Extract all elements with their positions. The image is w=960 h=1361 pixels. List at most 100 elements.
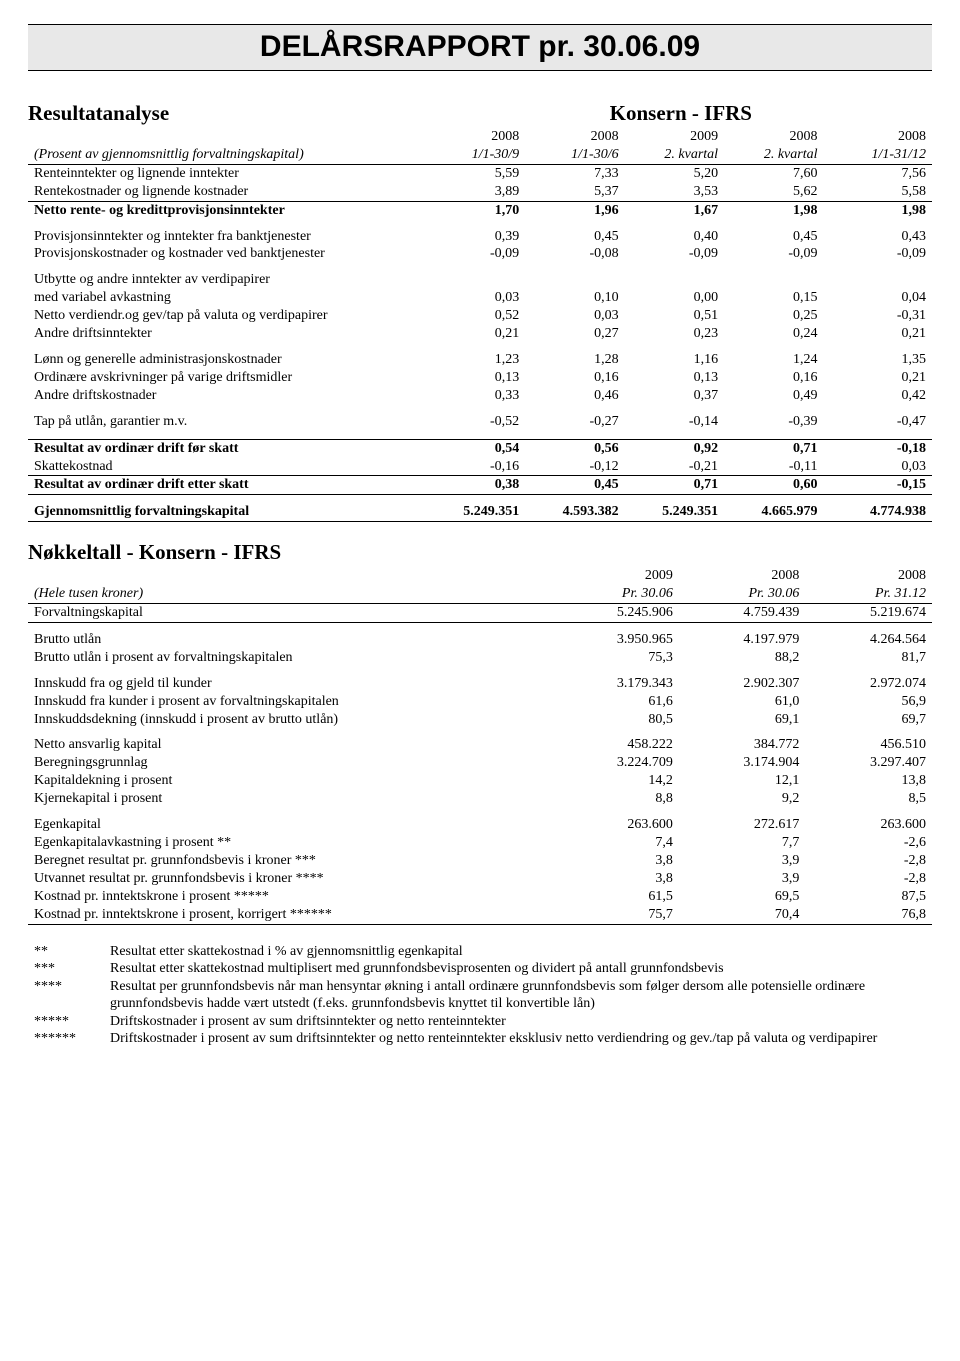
cell-value: 70,4 — [679, 906, 806, 924]
cell-value: 0,10 — [525, 289, 624, 307]
footnote-mark: ** — [28, 943, 104, 961]
row-label: Brutto utlån — [28, 631, 552, 649]
cell-value: -0,08 — [525, 245, 624, 263]
cell-value: 0,21 — [824, 369, 933, 387]
footnotes-block: **Resultat etter skattekostnad i % av gj… — [28, 943, 932, 1048]
cell-value: 0,45 — [525, 228, 624, 246]
cell-value: 0,15 — [724, 289, 823, 307]
footnote-mark: ****** — [28, 1030, 104, 1048]
section2-title: Nøkkeltall - Konsern - IFRS — [28, 540, 932, 565]
cell-value: -0,31 — [824, 307, 933, 325]
cell-value: 2.902.307 — [679, 675, 806, 693]
cell-value: -2,8 — [805, 852, 932, 870]
cell-value: 0,46 — [525, 387, 624, 405]
cell-value: 4.774.938 — [824, 503, 933, 521]
footnote-text: Resultat etter skattekostnad i % av gjen… — [104, 943, 932, 961]
row-label: Provisjonskostnader og kostnader ved ban… — [28, 245, 426, 263]
cell-value: 0,52 — [426, 307, 525, 325]
footnote-mark: ***** — [28, 1013, 104, 1031]
cell-value: 2.972.074 — [805, 675, 932, 693]
section1-left-title: Resultatanalyse — [28, 101, 169, 126]
cell-value: 0,45 — [525, 476, 624, 495]
cell-value: 384.772 — [679, 736, 806, 754]
cell-value: 3,89 — [426, 183, 525, 201]
footnote-text: Driftskostnader i prosent av sum driftsi… — [104, 1013, 932, 1031]
cell-value: 0,21 — [824, 325, 933, 343]
row-label: Ordinære avskrivninger på varige driftsm… — [28, 369, 426, 387]
cell-value: 4.759.439 — [679, 604, 806, 623]
footnote-text: Resultat etter skattekostnad multipliser… — [104, 960, 932, 978]
row-label: Innskudd fra kunder i prosent av forvalt… — [28, 693, 552, 711]
cell-value: 5,58 — [824, 183, 933, 201]
row-label: Provisjonsinntekter og inntekter fra ban… — [28, 228, 426, 246]
row-label: Kapitaldekning i prosent — [28, 772, 552, 790]
cell-value: 0,54 — [426, 439, 525, 457]
cell-value: 0,25 — [724, 307, 823, 325]
cell-value: 0,24 — [724, 325, 823, 343]
cell-value: -0,14 — [625, 413, 724, 431]
row-label: Beregningsgrunnlag — [28, 754, 552, 772]
cell-value: 3.297.407 — [805, 754, 932, 772]
cell-value: 0,56 — [525, 439, 624, 457]
cell-value: -2,8 — [805, 870, 932, 888]
cell-value: 0,43 — [824, 228, 933, 246]
col-header-top: 2009 — [552, 567, 679, 585]
cell-value: 81,7 — [805, 649, 932, 667]
cell-value: 3.179.343 — [552, 675, 679, 693]
row-label: Skattekostnad — [28, 458, 426, 476]
row-label: Netto verdiendr.og gev/tap på valuta og … — [28, 307, 426, 325]
cell-value: 0,71 — [625, 476, 724, 495]
cell-value: 0,00 — [625, 289, 724, 307]
cell-value: 7,33 — [525, 164, 624, 182]
cell-value: 0,45 — [724, 228, 823, 246]
col-header-label — [28, 567, 552, 585]
col-header-bottom: 1/1-31/12 — [824, 146, 933, 164]
cell-value: 4.593.382 — [525, 503, 624, 521]
cell-value: 0,03 — [525, 307, 624, 325]
row-label: Kostnad pr. inntektskrone i prosent ****… — [28, 888, 552, 906]
row-label: Tap på utlån, garantier m.v. — [28, 413, 426, 431]
cell-value: 3,9 — [679, 852, 806, 870]
cell-value: -0,18 — [824, 439, 933, 457]
col-header-top: 2009 — [625, 128, 724, 146]
cell-value: 88,2 — [679, 649, 806, 667]
cell-value: 8,5 — [805, 790, 932, 808]
cell-value: 87,5 — [805, 888, 932, 906]
cell-value: 0,42 — [824, 387, 933, 405]
cell-value: 76,8 — [805, 906, 932, 924]
cell-value: 5.249.351 — [625, 503, 724, 521]
row-label: Brutto utlån i prosent av forvaltningska… — [28, 649, 552, 667]
cell-value: 0,13 — [625, 369, 724, 387]
cell-value: -0,27 — [525, 413, 624, 431]
cell-value: 7,7 — [679, 834, 806, 852]
col-header-top: 2008 — [724, 128, 823, 146]
cell-value — [724, 271, 823, 289]
cell-value: 56,9 — [805, 693, 932, 711]
cell-value: 1,16 — [625, 351, 724, 369]
col-header-label — [28, 128, 426, 146]
cell-value: 69,7 — [805, 711, 932, 729]
cell-value: 3,8 — [552, 870, 679, 888]
col-header-bottom: Pr. 30.06 — [679, 585, 806, 603]
cell-value: 1,28 — [525, 351, 624, 369]
cell-value: 0,13 — [426, 369, 525, 387]
cell-value: -0,39 — [724, 413, 823, 431]
cell-value: 5,37 — [525, 183, 624, 201]
cell-value: -0,11 — [724, 458, 823, 476]
footnote-mark: *** — [28, 960, 104, 978]
cell-value: 3.950.965 — [552, 631, 679, 649]
footnote-text: Resultat per grunnfondsbevis når man hen… — [104, 978, 932, 1013]
cell-value: 61,5 — [552, 888, 679, 906]
cell-value: 7,4 — [552, 834, 679, 852]
cell-value: 0,03 — [426, 289, 525, 307]
cell-value: 4.665.979 — [724, 503, 823, 521]
col-header-top: 2008 — [824, 128, 933, 146]
document-title: DELÅRSRAPPORT pr. 30.06.09 — [28, 24, 932, 71]
row-label: Kjernekapital i prosent — [28, 790, 552, 808]
col-header-top: 2008 — [805, 567, 932, 585]
cell-value: 0,38 — [426, 476, 525, 495]
row-label: Beregnet resultat pr. grunnfondsbevis i … — [28, 852, 552, 870]
cell-value: 1,98 — [824, 201, 933, 219]
cell-value: 5,62 — [724, 183, 823, 201]
col-header-top: 2008 — [426, 128, 525, 146]
